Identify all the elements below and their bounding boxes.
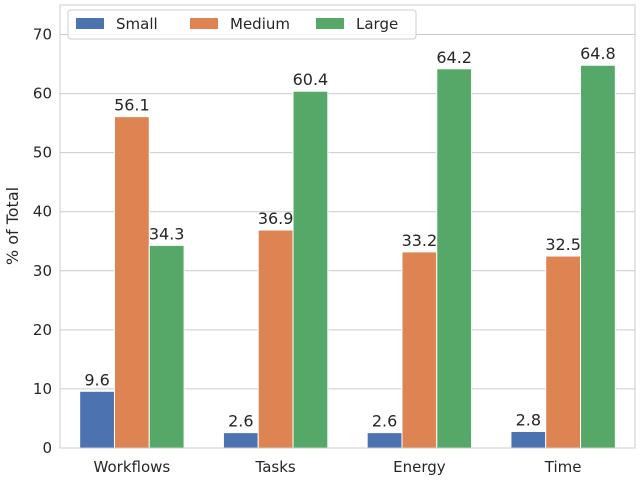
- y-tick-label: 10: [33, 380, 52, 398]
- legend-swatch-large: [316, 18, 344, 29]
- x-tick-label: Workflows: [94, 458, 171, 476]
- bar-medium: [545, 255, 582, 449]
- bar-medium: [113, 116, 150, 449]
- bar-medium: [257, 229, 294, 449]
- bar-value-label: 32.5: [545, 235, 581, 254]
- legend-label-medium: Medium: [230, 15, 290, 33]
- bar-value-label: 33.2: [402, 231, 438, 250]
- y-tick-label: 30: [33, 262, 52, 280]
- bar-large: [580, 64, 616, 449]
- y-axis-ticks: 0 10 20 30 40 50 60 70: [33, 26, 52, 457]
- bar-large: [292, 90, 329, 449]
- plot-frame: [59, 4, 636, 449]
- legend: Small Medium Large: [67, 9, 417, 40]
- bar-value-label: 64.2: [436, 48, 472, 67]
- y-tick-label: 60: [33, 85, 52, 103]
- bar-small: [222, 432, 259, 449]
- bar-small: [510, 430, 547, 449]
- x-tick-label: Time: [544, 458, 582, 476]
- data-labels-group: 9.6 2.6 2.6 2.8 56.1 36.9 33.2 32.5 34.3 60.4 64.2…: [84, 44, 615, 430]
- bar-medium: [401, 251, 438, 449]
- bar-value-label: 64.8: [580, 44, 616, 63]
- bar-value-label: 34.3: [149, 224, 185, 243]
- bar-large: [148, 244, 185, 449]
- bar-value-label: 2.6: [372, 412, 397, 431]
- y-tick-label: 20: [33, 321, 52, 339]
- y-tick-label: 0: [42, 439, 52, 457]
- bar-value-label: 9.6: [84, 370, 109, 389]
- bar-series-group: [79, 64, 616, 449]
- y-axis-title: % of Total: [3, 187, 22, 265]
- x-tick-label: Tasks: [255, 458, 296, 476]
- y-tick-label: 70: [33, 26, 52, 44]
- x-tick-label: Energy: [393, 458, 446, 476]
- bar-small: [366, 432, 403, 449]
- bar-value-label: 56.1: [114, 96, 150, 115]
- legend-frame: [67, 9, 417, 40]
- y-tick-label: 50: [33, 144, 52, 162]
- bar-large: [436, 68, 473, 449]
- x-axis-ticks: Workflows Tasks Energy Time: [94, 458, 582, 476]
- bar-value-label: 36.9: [258, 209, 294, 228]
- legend-label-small: Small: [116, 15, 158, 33]
- bar-value-label: 2.6: [228, 412, 253, 431]
- bar-value-label: 60.4: [293, 70, 329, 89]
- bar-small: [79, 390, 115, 449]
- legend-swatch-medium: [190, 18, 218, 29]
- legend-label-large: Large: [356, 15, 398, 33]
- legend-swatch-small: [76, 18, 104, 29]
- y-tick-label: 40: [33, 203, 52, 221]
- bar-value-label: 2.8: [516, 410, 541, 429]
